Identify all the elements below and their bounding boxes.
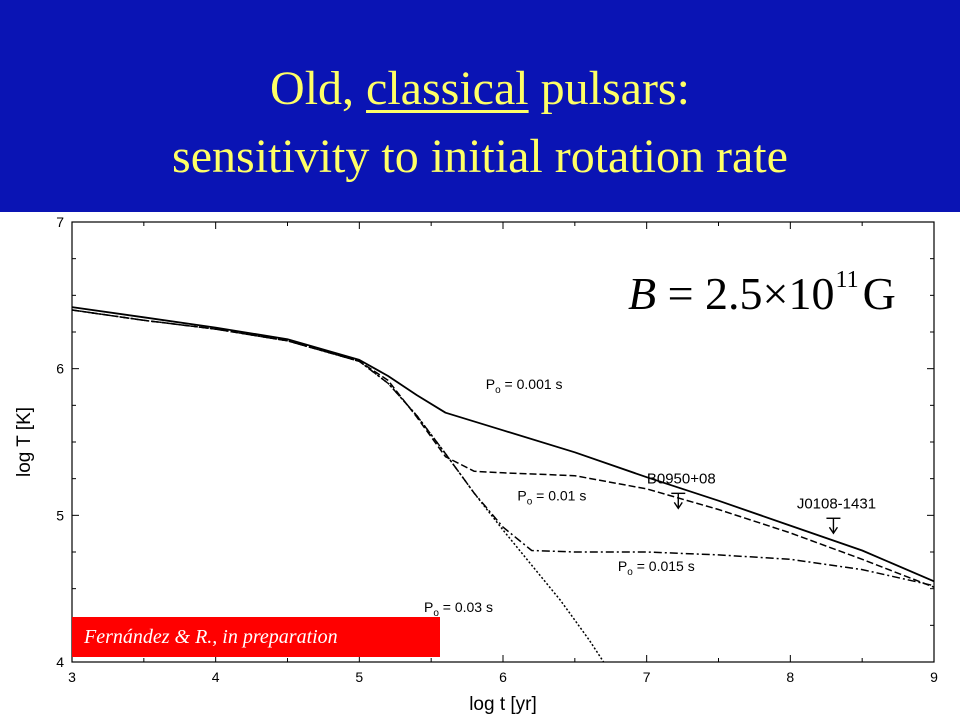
formula-symbol: B	[628, 268, 657, 319]
series-line-dotted	[71, 309, 605, 663]
series-line-dashdot	[71, 309, 935, 587]
x-axis-label: log t [yr]	[469, 694, 537, 715]
curve-label: Po = 0.001 s	[486, 376, 563, 396]
formula-equals: = 2.5×10	[656, 268, 835, 319]
formula-exponent: 11	[835, 267, 859, 293]
curve-label: Po = 0.015 s	[618, 558, 695, 578]
slide-title-line2: sensitivity to initial rotation rate	[172, 130, 788, 183]
curve-label: Po = 0.01 s	[517, 488, 586, 508]
curve-label: Po = 0.03 s	[424, 599, 493, 619]
x-tick-label: 3	[68, 669, 76, 685]
pulsar-label: J0108-1431	[797, 495, 876, 512]
title-underlined-word: classical	[366, 62, 529, 115]
x-tick-label: 8	[786, 669, 794, 685]
title-prefix: Old,	[270, 62, 367, 115]
x-tick-label: 7	[643, 669, 651, 685]
slide-title-line1: Old, classical pulsars:	[0, 62, 960, 116]
pulsar-label: B0950+08	[647, 470, 716, 487]
upper-limit-arrow-icon	[673, 501, 683, 510]
upper-limit-arrow-icon	[828, 526, 839, 535]
title-banner	[0, 0, 960, 212]
credit-badge: Fernández & R., in preparation	[72, 617, 440, 657]
y-tick-label: 7	[56, 214, 64, 230]
x-tick-label: 4	[212, 669, 220, 685]
y-tick-label: 5	[56, 507, 64, 523]
formula-unit: G	[862, 268, 896, 319]
y-tick-label: 6	[56, 361, 64, 377]
series-line-solid	[71, 306, 935, 583]
y-axis-label: log T [K]	[14, 407, 35, 477]
x-tick-label: 9	[930, 669, 938, 685]
y-tick-label: 4	[56, 654, 64, 670]
series-line-dashed	[71, 309, 935, 588]
x-tick-label: 6	[499, 669, 507, 685]
series-lines	[71, 306, 935, 663]
annotations: Po = 0.001 s Po = 0.01 s Po = 0.015 s Po = …	[424, 376, 876, 619]
title-suffix: pulsars:	[528, 62, 690, 115]
x-tick-label: 5	[355, 669, 363, 685]
magnetic-field-formula: B = 2.5×1011G	[628, 250, 896, 324]
